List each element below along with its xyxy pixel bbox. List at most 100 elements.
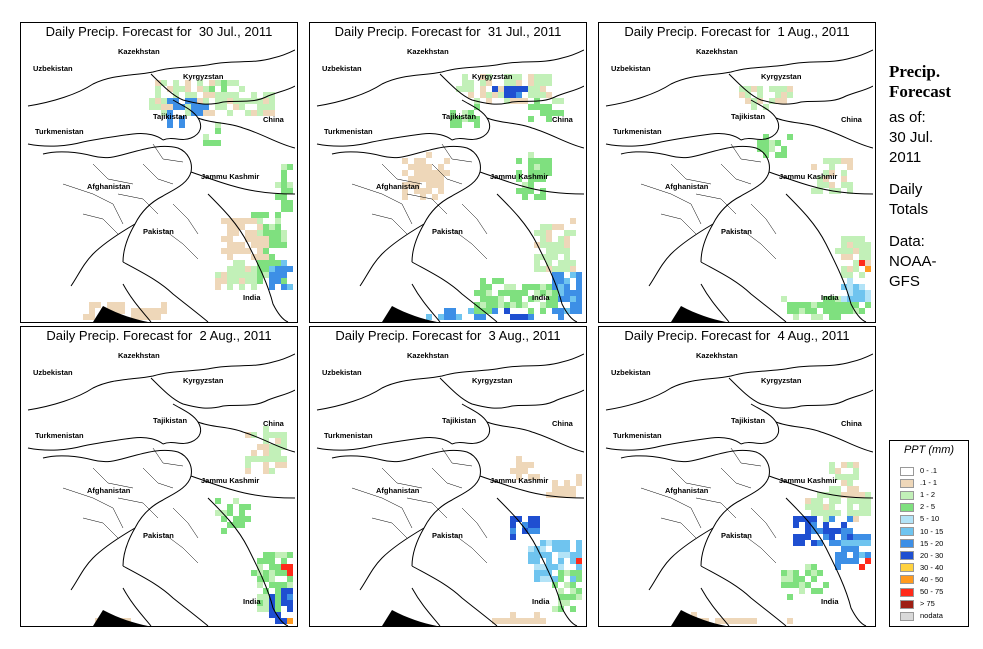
precip-cell: [853, 498, 859, 504]
precip-cell: [546, 564, 552, 570]
precip-cell: [480, 296, 486, 302]
legend-swatch: [900, 502, 914, 512]
precip-cell: [450, 110, 456, 116]
precip-cell: [552, 242, 558, 248]
precip-cell: [486, 284, 492, 290]
precip-cell: [799, 516, 805, 522]
precip-cell: [287, 552, 293, 558]
precip-cell: [281, 438, 287, 444]
precip-cell: [239, 260, 245, 266]
precip-cell: [775, 140, 781, 146]
precip-cell: [835, 540, 841, 546]
precip-cell: [173, 86, 179, 92]
precip-cell: [245, 468, 251, 474]
legend-label: 15 - 20: [920, 538, 944, 548]
precip-cell: [829, 498, 835, 504]
precip-cell: [281, 462, 287, 468]
precip-cell: [516, 296, 522, 302]
precip-cell: [221, 80, 227, 86]
precip-cell: [185, 92, 191, 98]
precip-cell: [552, 290, 558, 296]
legend-swatch: [900, 527, 914, 537]
precip-cell: [257, 98, 263, 104]
precip-cell: [516, 158, 522, 164]
precip-cell: [474, 122, 480, 128]
precip-cell: [510, 302, 516, 308]
map-label-uzbekistan: Uzbekistan: [33, 64, 73, 73]
precip-cell: [829, 468, 835, 474]
precip-cell: [564, 230, 570, 236]
precip-cell: [841, 308, 847, 314]
precip-cell: [257, 236, 263, 242]
precip-cell: [793, 516, 799, 522]
precip-cell: [426, 176, 432, 182]
precip-cell: [227, 266, 233, 272]
precip-cell: [847, 486, 853, 492]
precip-cell: [287, 564, 293, 570]
precip-cell: [185, 104, 191, 110]
precip-cell: [847, 528, 853, 534]
precip-cell: [474, 314, 480, 320]
precip-cell: [811, 528, 817, 534]
precip-cell: [510, 516, 516, 522]
precip-cell: [829, 314, 835, 320]
map-label-jammu-kashmir: Jammu Kashmir: [201, 172, 259, 181]
map-label-china: China: [263, 419, 285, 428]
precip-cell: [161, 110, 167, 116]
precip-cell: [263, 468, 269, 474]
precip-cell: [534, 296, 540, 302]
precip-cell: [552, 296, 558, 302]
precip-cell: [498, 278, 504, 284]
precip-cell: [787, 570, 793, 576]
country-boundary: [331, 145, 481, 263]
precip-cell: [281, 552, 287, 558]
precip-cell: [203, 98, 209, 104]
precip-cell: [829, 182, 835, 188]
precip-cell: [739, 86, 745, 92]
map-label-uzbekistan: Uzbekistan: [322, 64, 362, 73]
country-boundary: [700, 565, 787, 626]
precip-cell: [227, 236, 233, 242]
precip-cell: [546, 236, 552, 242]
precip-cell: [257, 110, 263, 116]
precip-cell: [275, 582, 281, 588]
legend-swatch: [900, 575, 914, 585]
province-boundary: [351, 183, 413, 225]
precip-cell: [835, 558, 841, 564]
precip-cell: [540, 540, 546, 546]
country-boundary: [316, 49, 584, 107]
precip-cell: [835, 188, 841, 194]
legend-label: > 75: [920, 599, 935, 609]
precip-cell: [269, 242, 275, 248]
country-boundary: [648, 223, 714, 287]
precip-cell: [492, 302, 498, 308]
precip-cell: [528, 92, 534, 98]
precip-cell: [811, 504, 817, 510]
precip-cell: [528, 284, 534, 290]
map-label-jammu-kashmir: Jammu Kashmir: [779, 172, 837, 181]
legend-swatch: [900, 490, 914, 500]
precip-cell: [799, 576, 805, 582]
precip-cell: [558, 308, 564, 314]
country-boundary: [439, 73, 584, 105]
precip-cell: [829, 170, 835, 176]
precip-cell: [811, 510, 817, 516]
map-label-turkmenistan: Turkmenistan: [35, 431, 84, 440]
legend-item: 30 - 40: [900, 562, 943, 573]
precip-cell: [263, 92, 269, 98]
precip-cell: [799, 540, 805, 546]
precip-cell: [239, 104, 245, 110]
precip-cell: [245, 516, 251, 522]
precip-cell: [281, 242, 287, 248]
precip-cell: [540, 164, 546, 170]
precip-cell: [823, 302, 829, 308]
precip-cell: [408, 176, 414, 182]
totals-line2: Totals: [889, 201, 929, 218]
map-label-tajikistan: Tajikistan: [442, 112, 476, 121]
precip-cell: [558, 606, 564, 612]
map-label-pakistan: Pakistan: [721, 531, 752, 540]
precip-cell: [486, 74, 492, 80]
precip-cell: [823, 170, 829, 176]
precip-cells: [83, 80, 293, 320]
precip-cell: [504, 92, 510, 98]
